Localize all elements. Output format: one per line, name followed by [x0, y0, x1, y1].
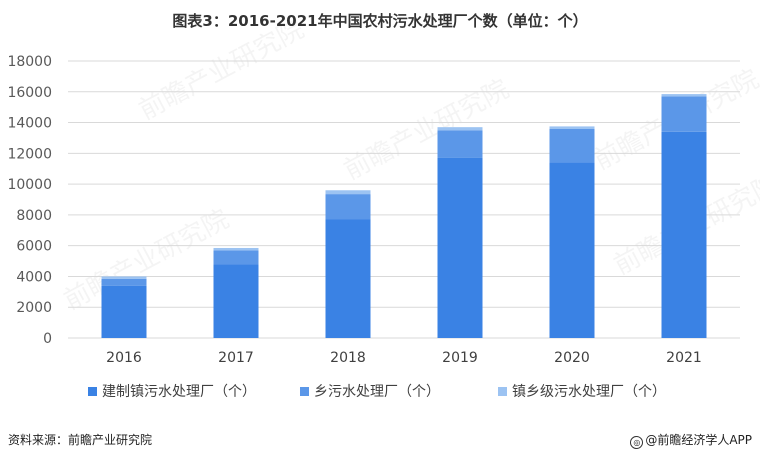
bar-segment [213, 247, 259, 251]
legend-swatch [88, 387, 97, 396]
bar-segment [437, 130, 483, 158]
bar-segment [661, 131, 707, 338]
x-tick-label: 2020 [554, 350, 590, 366]
source-note: 资料来源：前瞻产业研究院 [8, 433, 153, 447]
legend-label: 乡污水处理厂（个） [314, 384, 440, 400]
y-tick-label: 2000 [16, 300, 52, 316]
stacked-bar-chart: 前瞻产业研究院前瞻产业研究院前瞻产业研究院前瞻产业研究院前瞻产业研究院02000… [7, 14, 760, 400]
y-tick-label: 14000 [7, 116, 52, 132]
x-tick-label: 2016 [106, 350, 142, 366]
bar-segment [213, 250, 259, 265]
bar-segment [325, 194, 371, 220]
bar-segment [101, 285, 147, 338]
x-tick-label: 2017 [218, 350, 254, 366]
legend-label: 镇乡级污水处理厂（个） [512, 384, 666, 400]
y-tick-label: 18000 [7, 54, 52, 70]
bar-segment [213, 264, 259, 338]
x-tick-label: 2019 [442, 350, 478, 366]
bar-segment [325, 190, 371, 195]
x-tick-label: 2018 [330, 350, 366, 366]
brand-text: @前瞻经济学人APP [645, 433, 752, 447]
y-tick-label: 12000 [7, 146, 52, 162]
bar-segment [549, 126, 595, 129]
y-tick-label: 8000 [16, 208, 52, 224]
bar-segment [661, 96, 707, 132]
legend-swatch [498, 387, 507, 396]
bar-segment [661, 94, 707, 97]
y-tick-label: 16000 [7, 85, 52, 101]
bar-segment [325, 219, 371, 338]
bar-segment [101, 276, 147, 279]
brand-credit: ◎ @前瞻经济学人APP [630, 431, 752, 449]
circle-logo-icon: ◎ [630, 436, 644, 449]
y-tick-label: 0 [43, 331, 52, 347]
x-tick-label: 2021 [666, 350, 702, 366]
legend-swatch [300, 387, 309, 396]
y-tick-label: 6000 [16, 239, 52, 255]
bar-segment [549, 128, 595, 163]
bar-segment [549, 162, 595, 338]
bar-segment [101, 278, 147, 286]
watermark-text: 前瞻产业研究院 [339, 74, 514, 186]
bar-segment [437, 127, 483, 131]
y-tick-label: 4000 [16, 269, 52, 285]
y-tick-label: 10000 [7, 177, 52, 193]
watermark-text: 前瞻产业研究院 [134, 14, 309, 126]
legend-label: 建制镇污水处理厂（个） [102, 384, 256, 400]
chart-title: 图表3：2016-2021年中国农村污水处理厂个数（单位：个） [172, 12, 588, 30]
watermark-text: 前瞻产业研究院 [59, 204, 234, 316]
bar-segment [437, 157, 483, 338]
